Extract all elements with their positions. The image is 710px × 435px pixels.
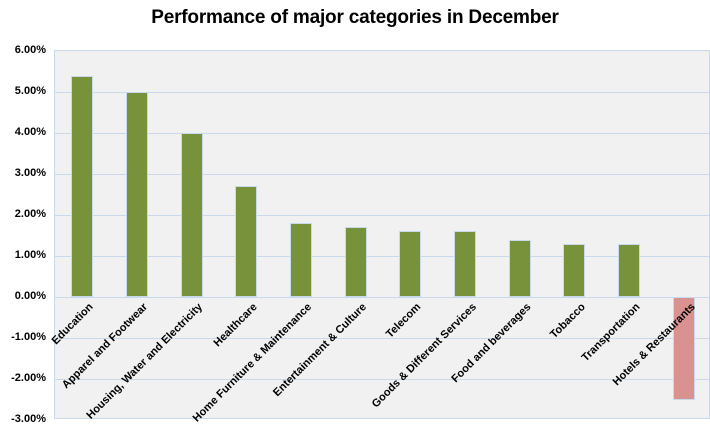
gridline [55, 92, 709, 93]
gridline [55, 133, 709, 134]
bar-apparel-and-footwear [126, 92, 148, 297]
y-tick-1-00: 1.00% [14, 249, 46, 261]
y-tick-3-00: 3.00% [14, 167, 46, 179]
y-tick-2-00: 2.00% [14, 208, 46, 220]
bar-transportation [618, 244, 640, 297]
chart-title: Performance of major categories in Decem… [151, 7, 559, 28]
gridline [55, 338, 709, 339]
bar-housing-water-and-electricity [181, 133, 203, 297]
bar-tobacco [563, 244, 585, 297]
y-tick-6-00: 6.00% [14, 44, 46, 56]
bar-hotels-restaurants [673, 297, 695, 400]
y-tick-3-00: -3.00% [11, 413, 46, 425]
y-tick-1-00: -1.00% [11, 331, 46, 343]
bar-healthcare [235, 186, 257, 297]
bar-telecom [399, 231, 421, 297]
plot-area [54, 50, 710, 419]
y-tick-5-00: 5.00% [14, 85, 46, 97]
gridline [55, 215, 709, 216]
bar-education [71, 76, 93, 297]
y-tick-4-00: 4.00% [14, 126, 46, 138]
bar-home-furniture-maintenance [290, 223, 312, 297]
bar-goods-different-services [454, 231, 476, 297]
gridline [55, 174, 709, 175]
bar-food-and-beverages [509, 240, 531, 297]
bar-entertainment-culture [345, 227, 367, 297]
gridline [55, 379, 709, 380]
y-tick-0-00: 0.00% [14, 290, 46, 302]
y-tick-2-00: -2.00% [11, 372, 46, 384]
gridline [55, 297, 709, 298]
gridline [55, 256, 709, 257]
